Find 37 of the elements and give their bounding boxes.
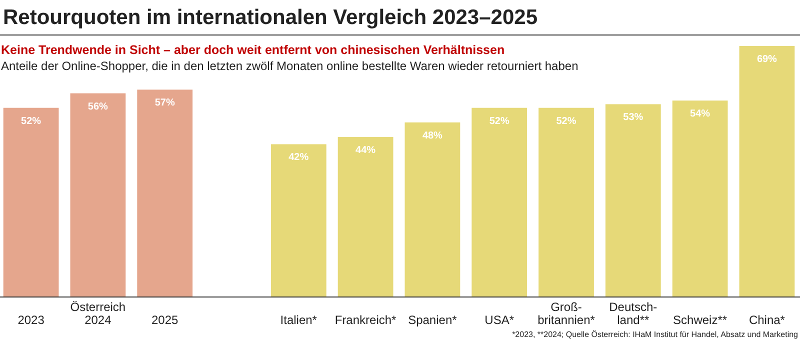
data-label: 52% <box>489 116 510 127</box>
bar <box>605 104 661 297</box>
bar <box>739 46 795 297</box>
data-label: 54% <box>690 108 710 120</box>
x-tick-label: USA* <box>484 313 514 327</box>
chart-subtitle: Keine Trendwende in Sicht – aber doch weit entfernt von chinesischen Verhältnissen <box>1 43 505 57</box>
bar <box>338 136 394 297</box>
data-label: 42% <box>288 152 309 164</box>
x-tick-label: Frankreich* <box>334 313 397 327</box>
x-tick-label: Österreich 2024 <box>70 300 126 327</box>
annotation: Anteile der Online-Shopper, die in den letzten zwölf Monaten online bestellte Waren wieder retourniert haben <box>1 59 578 73</box>
data-label: 56% <box>88 101 108 112</box>
chart-title: Retourquoten im internationalen Vergleich 2023–2025 <box>3 6 538 29</box>
data-label: 52% <box>556 116 576 127</box>
data-label: 44% <box>356 144 376 156</box>
bar <box>672 100 728 297</box>
bar <box>137 90 193 297</box>
bar <box>472 108 528 297</box>
data-label: 69% <box>756 54 778 65</box>
data-label: 48% <box>422 130 443 142</box>
bar <box>3 108 59 297</box>
text: *2023, **2024; Quelle Österreich: IHaM Institut für Handel, Absatz und Marketing <box>512 330 798 339</box>
x-tick-label: Groß- britannien* <box>538 300 596 327</box>
x-tick-label: Schweiz** <box>673 313 728 327</box>
x-tick-label: Italien* <box>280 313 318 327</box>
bar <box>538 108 594 297</box>
data-label: 53% <box>623 112 644 124</box>
data-label: 52% <box>21 116 42 127</box>
x-tick-label: 2023 <box>18 313 45 327</box>
bar <box>270 144 326 297</box>
data-label: 57% <box>154 98 175 109</box>
x-tick-label: Spanien* <box>408 313 458 327</box>
bar <box>70 93 126 297</box>
x-tick-label: China* <box>748 313 786 327</box>
x-tick-label: Deutsch- land** <box>609 300 658 327</box>
bar <box>404 122 460 297</box>
x-tick-label: 2025 <box>151 313 179 327</box>
